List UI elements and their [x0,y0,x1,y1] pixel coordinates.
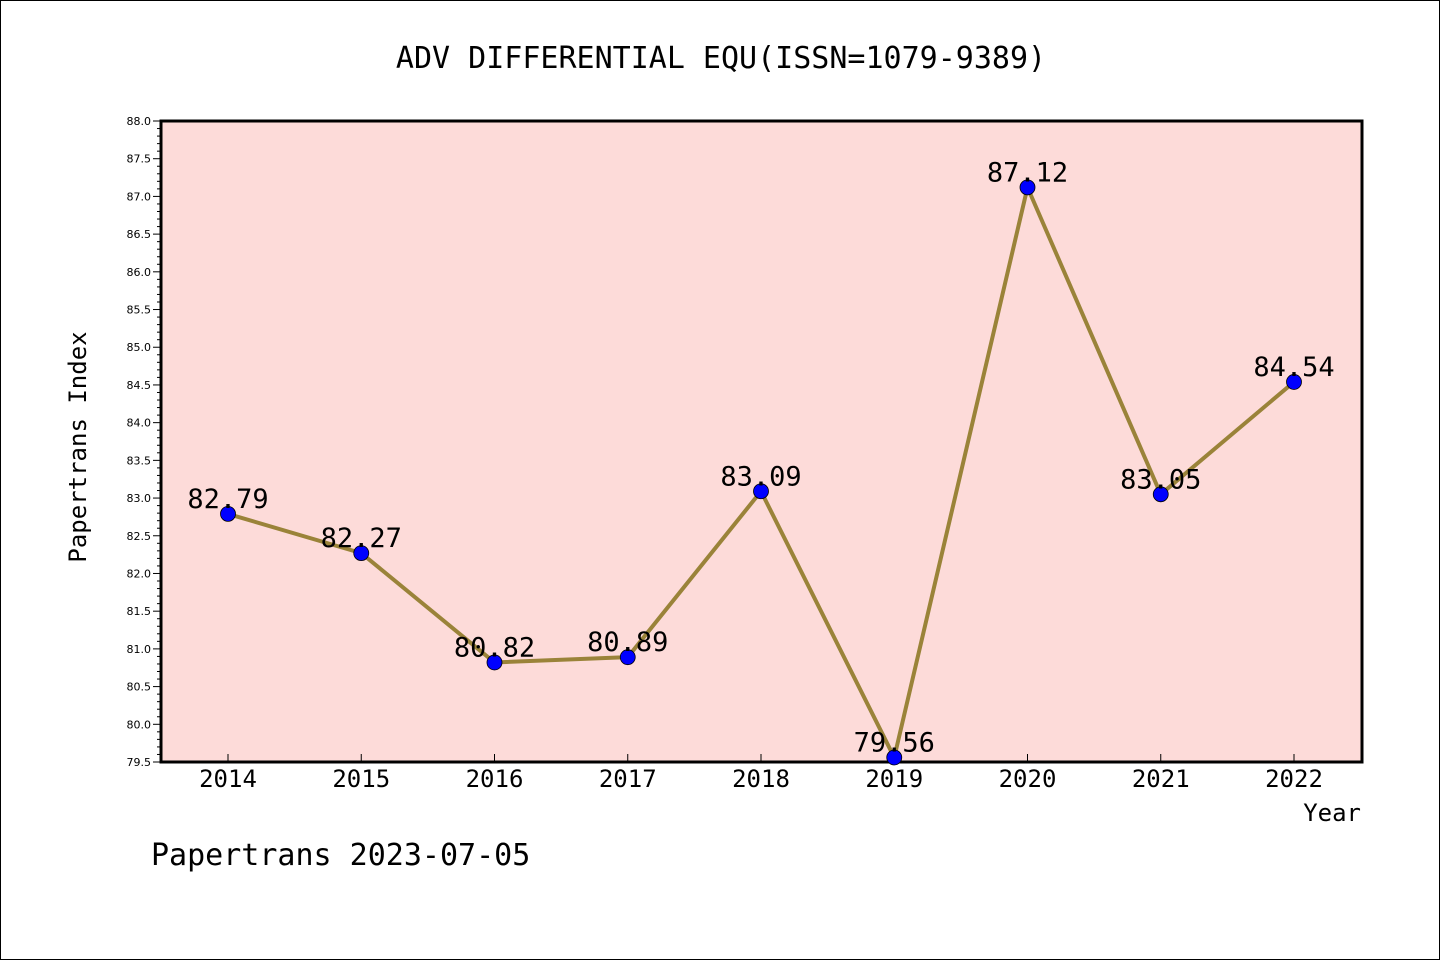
y-tick-label: 84.0 [127,417,152,430]
y-tick-label: 80.5 [127,681,152,694]
x-axis: 2014 2015 2016 2017 2018 2019 2020 2021 2022 [199,754,1323,793]
data-point [220,505,236,522]
data-labels: 82.79 82.27 80.82 80.89 83.09 79.56 87.12 83.05… [187,157,1334,758]
x-tick-label: 2018 [732,765,790,793]
x-tick-label: 2022 [1265,765,1323,793]
y-tick-label: 85.0 [127,341,152,354]
x-tick-label: 2017 [599,765,657,793]
x-axis-label: Year [1303,799,1361,827]
data-label: 82.79 [187,484,268,515]
y-tick-label: 82.0 [127,567,152,580]
x-tick-label: 2020 [999,765,1057,793]
data-point [619,649,636,666]
x-tick-label: 2019 [865,765,923,793]
data-label: 82.27 [321,523,402,554]
data-label: 83.05 [1120,464,1201,495]
footer-text: Papertrans 2023-07-05 [151,838,530,873]
y-tick-label: 87.0 [127,190,152,203]
x-tick-label: 2021 [1132,765,1190,793]
y-tick-label: 83.5 [127,454,152,467]
data-label: 87.12 [987,157,1068,188]
chart-title: ADV DIFFERENTIAL EQU(ISSN=1079-9389) [396,41,1046,76]
series-line [220,179,1302,766]
data-label: 79.56 [854,727,935,758]
y-axis-label: Papertrans Index [64,331,92,562]
data-point [486,654,503,671]
data-point [753,483,769,500]
y-tick-label: 87.5 [127,153,152,166]
y-tick-label: 86.0 [127,266,152,279]
y-tick-label: 80.0 [127,718,152,731]
y-tick-label: 88.0 [127,115,152,128]
data-label: 80.82 [454,632,535,663]
y-axis: 79.5 80.0 80.5 81.0 81.5 82.0 82.5 83.0 83.5 84.0… [127,115,161,769]
plot-area [159,119,1364,764]
x-tick-label: 2014 [199,765,257,793]
data-point [886,749,903,766]
y-tick-label: 85.5 [127,304,152,317]
data-point [1286,374,1302,390]
y-tick-label: 84.5 [127,379,152,392]
data-label: 84.54 [1253,352,1334,383]
y-tick-label: 81.0 [127,643,152,656]
data-label: 80.89 [587,627,668,658]
y-tick-label: 82.5 [127,530,152,543]
x-tick-label: 2015 [332,765,390,793]
y-tick-label: 79.5 [127,756,152,769]
y-tick-label: 86.5 [127,228,152,241]
data-point [1152,486,1169,503]
data-point [1019,179,1036,196]
data-label: 83.09 [720,461,801,492]
x-tick-label: 2016 [466,765,524,793]
data-point [353,545,370,562]
y-tick-label: 83.0 [127,492,152,505]
y-tick-label: 81.5 [127,605,152,618]
